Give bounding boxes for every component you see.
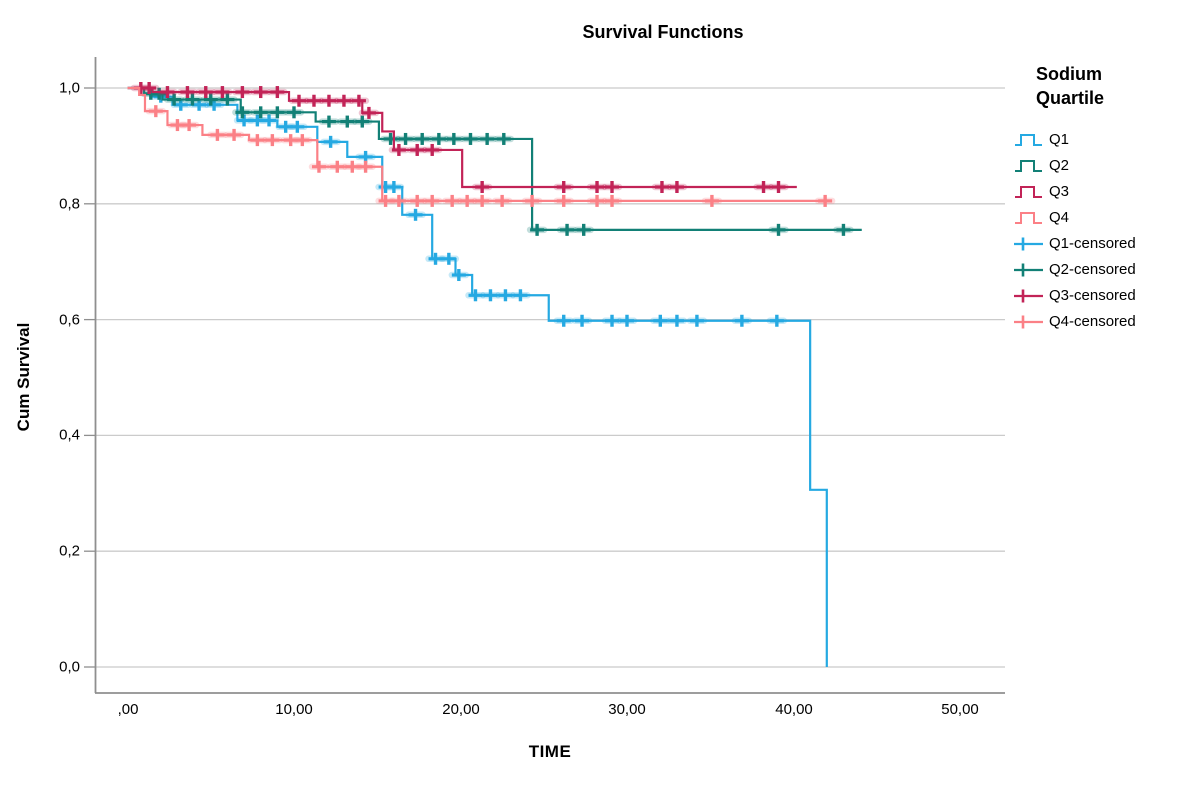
- legend-item-q4-censored: Q4-censored: [1014, 309, 1186, 335]
- legend: Sodium Quartile Q1 Q2 Q3 Q4 Q1-censo: [1014, 62, 1186, 335]
- chart-title: Survival Functions: [582, 22, 744, 42]
- legend-item-label: Q4: [1049, 209, 1070, 227]
- y-axis-label: Cum Survival: [14, 322, 33, 432]
- legend-item-q4: Q4: [1014, 205, 1186, 231]
- x-tick-label: ,00: [117, 701, 139, 718]
- step-line-icon: [1014, 184, 1046, 200]
- step-line-icon: [1014, 132, 1046, 148]
- legend-title: Sodium Quartile: [1036, 62, 1186, 111]
- legend-item-label: Q3: [1049, 183, 1070, 201]
- legend-item-label: Q1-censored: [1049, 235, 1136, 253]
- step-line-icon: [1014, 158, 1046, 174]
- x-tick-label: 30,00: [608, 701, 646, 718]
- x-axis-label: TIME: [528, 742, 572, 761]
- y-tick-label: 0,4: [59, 426, 80, 444]
- censored-plus-icon: [1014, 236, 1046, 252]
- legend-item-label: Q4-censored: [1049, 313, 1136, 331]
- y-tick-label: 0,6: [59, 311, 80, 329]
- censored-plus-icon: [1014, 288, 1046, 304]
- y-tick-label: 1,0: [59, 79, 80, 97]
- legend-title-line: Quartile: [1036, 88, 1105, 109]
- legend-item-label: Q3-censored: [1049, 287, 1136, 305]
- legend-item-q3: Q3: [1014, 179, 1186, 205]
- x-tick-label: 20,00: [442, 701, 480, 718]
- y-tick-label: 0,2: [59, 542, 80, 560]
- y-tick-label: 0,0: [59, 658, 80, 676]
- x-tick-label: 50,00: [941, 701, 979, 718]
- legend-item-label: Q2: [1049, 157, 1070, 175]
- legend-item-q2: Q2: [1014, 153, 1186, 179]
- legend-item-q3-censored: Q3-censored: [1014, 283, 1186, 309]
- legend-title-line: Sodium: [1036, 64, 1102, 84]
- y-tick-label: 0,8: [59, 195, 80, 213]
- legend-item-q1-censored: Q1-censored: [1014, 231, 1186, 257]
- legend-item-label: Q1: [1049, 131, 1070, 149]
- step-line-icon: [1014, 210, 1046, 226]
- legend-item-q2-censored: Q2-censored: [1014, 257, 1186, 283]
- legend-item-label: Q2-censored: [1049, 261, 1136, 279]
- legend-item-q1: Q1: [1014, 127, 1186, 153]
- legend-list: Q1 Q2 Q3 Q4 Q1-censored Q2-censored: [1014, 127, 1186, 335]
- x-tick-label: 40,00: [775, 701, 813, 718]
- x-tick-label: 10,00: [275, 701, 313, 718]
- censored-plus-icon: [1014, 262, 1046, 278]
- censored-plus-icon: [1014, 314, 1046, 330]
